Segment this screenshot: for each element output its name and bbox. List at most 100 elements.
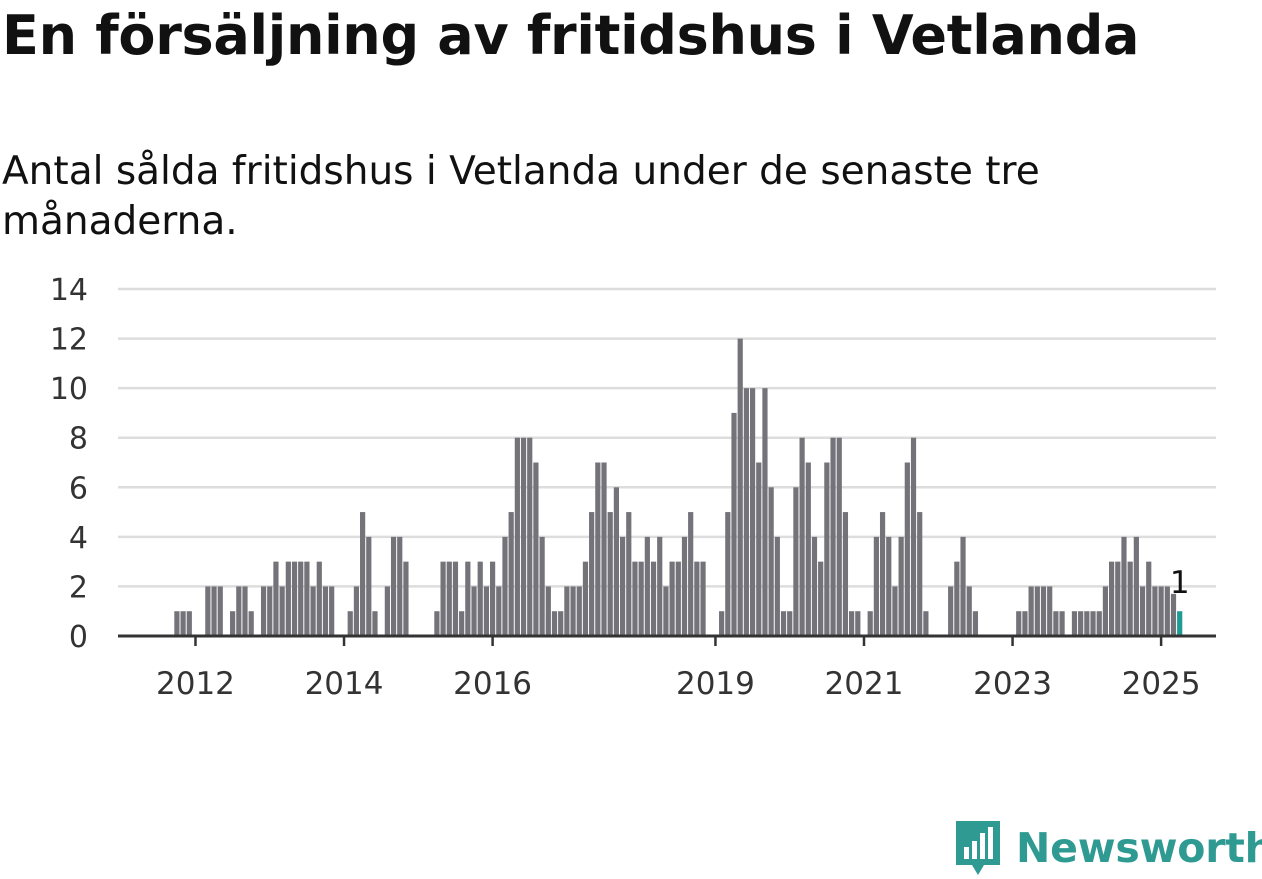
bar [273, 561, 279, 636]
bar [650, 561, 657, 636]
bar [514, 437, 520, 636]
bar [490, 561, 496, 636]
bar [508, 512, 514, 636]
bar [836, 437, 842, 636]
annotation-label: 1 [1170, 565, 1190, 601]
bar [360, 512, 366, 636]
bar [397, 536, 403, 636]
bar [898, 536, 904, 636]
bar [917, 512, 923, 636]
bar [1016, 611, 1022, 636]
bar [1170, 593, 1177, 636]
bar [539, 536, 545, 636]
bar [1022, 611, 1028, 636]
bar [619, 536, 626, 636]
bar [1152, 586, 1158, 636]
last-value-annotation: 1 [1170, 565, 1190, 601]
bar [904, 462, 910, 636]
bar [892, 586, 898, 636]
bar [818, 561, 824, 636]
bar [1177, 611, 1183, 636]
bar [267, 586, 273, 636]
bar [1133, 536, 1139, 636]
bar [725, 512, 731, 636]
bar [347, 611, 353, 636]
bar [1096, 611, 1102, 636]
bar [353, 586, 360, 636]
bar [669, 561, 675, 636]
bar [1084, 611, 1090, 636]
bar [329, 586, 335, 636]
bar [1164, 586, 1170, 636]
bar [322, 586, 329, 636]
bar [793, 487, 799, 636]
bar [459, 611, 465, 636]
bar [180, 611, 186, 636]
bar [279, 586, 285, 636]
bar [465, 561, 471, 636]
bar [471, 586, 477, 636]
y-tick-label: 10 [50, 372, 88, 407]
x-tick-label: 2012 [156, 666, 235, 702]
bar [966, 586, 972, 636]
y-tick-label: 8 [69, 422, 88, 457]
bar [954, 561, 960, 636]
bar [285, 561, 291, 636]
bar [576, 586, 582, 636]
bar [248, 611, 254, 636]
y-axis-ticks: 0 2 4 6 8 10 12 14 [50, 273, 88, 655]
bar [446, 561, 452, 636]
bar [242, 586, 248, 636]
bar [855, 611, 861, 636]
bar [638, 561, 644, 636]
bar [1121, 536, 1127, 636]
bar [1028, 586, 1034, 636]
bar [477, 561, 483, 636]
x-tick-label: 2014 [305, 666, 384, 702]
bar [291, 561, 298, 636]
bar [805, 462, 811, 636]
bar [867, 611, 873, 636]
bar [452, 561, 459, 636]
bar [217, 586, 223, 636]
bar [1127, 561, 1133, 636]
bar [1047, 586, 1053, 636]
x-tick-label: 2025 [1122, 666, 1201, 702]
bar [403, 561, 409, 636]
bar [1102, 586, 1109, 636]
bar [756, 462, 762, 636]
grid-lines [118, 287, 1216, 588]
bar [527, 437, 533, 636]
y-tick-label: 0 [69, 620, 88, 655]
bar [762, 388, 768, 636]
newsworthy-logo: Newsworthy [952, 817, 1262, 879]
bar-chart: 0 2 4 6 8 10 12 14 2012 2014 2016 2019 2021 2023 2025… [50, 273, 1216, 702]
y-tick-label: 14 [50, 273, 88, 308]
bar [582, 561, 589, 636]
bar [1071, 611, 1078, 636]
newsworthy-logo-icon [956, 821, 1000, 875]
bar [774, 536, 780, 636]
bar [787, 611, 793, 636]
y-tick-label: 4 [69, 521, 88, 556]
bar [1146, 561, 1152, 636]
bar [384, 586, 390, 636]
bar [1078, 611, 1084, 636]
bar [700, 561, 706, 636]
bar [1059, 611, 1065, 636]
bar [236, 586, 242, 636]
bar [372, 611, 378, 636]
bar [1109, 561, 1115, 636]
bar [972, 611, 979, 636]
bar-series [174, 338, 1183, 636]
bar [842, 512, 849, 636]
bar [483, 586, 490, 636]
bar [434, 611, 440, 636]
bar [830, 437, 836, 636]
bar [948, 586, 954, 636]
bar [923, 611, 929, 636]
bar [390, 536, 397, 636]
bar [910, 437, 917, 636]
bar [174, 611, 180, 636]
bar [824, 462, 830, 636]
